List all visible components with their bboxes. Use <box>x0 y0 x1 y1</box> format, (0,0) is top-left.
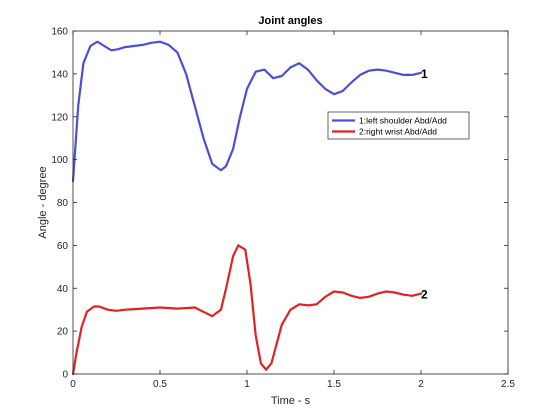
series-line-1 <box>71 40 423 183</box>
series-end-label-2: 2 <box>421 288 428 302</box>
y-tick-label: 120 <box>51 112 68 123</box>
y-tick-label: 20 <box>57 327 69 338</box>
legend-box <box>327 111 470 140</box>
ticks-layer: 0 0.5 1 1.5 2 2.5 0 20 40 60 80 100 120 140 160 <box>51 27 515 391</box>
series-layer <box>71 40 423 376</box>
x-tick-label: 1.5 <box>327 379 341 390</box>
x-tick-label: 2 <box>418 379 424 390</box>
x-tick-label: 0 <box>70 379 76 390</box>
x-tick-label: 0.5 <box>153 379 167 390</box>
y-tick-label: 60 <box>57 241 69 252</box>
plot-area <box>73 31 508 374</box>
x-axis-label: Time - s <box>271 395 311 407</box>
legend-entry-2: 2:right wrist Abd/Add <box>359 127 437 137</box>
legend-entry-1: 1:left shoulder Abd/Add <box>359 116 447 126</box>
y-tick-label: 40 <box>57 284 69 295</box>
y-tick-label: 160 <box>51 27 68 38</box>
series-end-labels: 12 <box>421 67 428 302</box>
y-tick-label: 80 <box>57 198 69 209</box>
y-tick-label: 0 <box>62 370 68 381</box>
x-tick-label: 2.5 <box>501 379 515 390</box>
x-tick-label: 1 <box>244 379 250 390</box>
y-tick-label: 140 <box>51 69 68 80</box>
chart-title: Joint angles <box>258 15 322 27</box>
series-line-2 <box>71 244 423 376</box>
series-end-label-1: 1 <box>421 67 428 81</box>
y-tick-label: 100 <box>51 155 68 166</box>
y-axis-label: Angle - degree <box>37 166 49 238</box>
